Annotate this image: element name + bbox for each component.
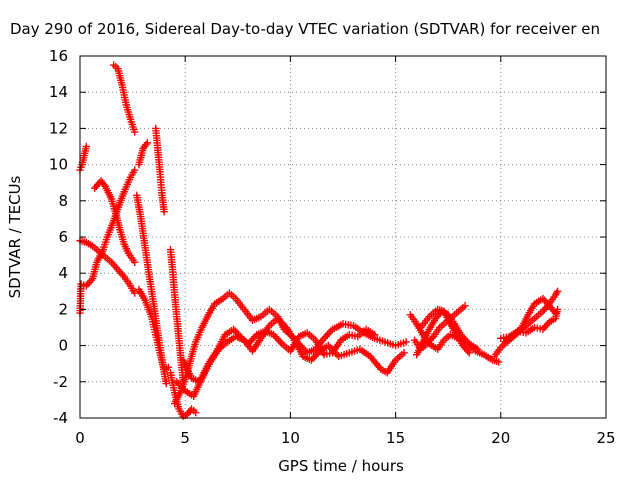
- data-point-marker: [402, 338, 410, 346]
- data-point-marker: [461, 302, 469, 310]
- x-tick-label: 10: [281, 429, 300, 447]
- x-tick-label: 0: [75, 429, 85, 447]
- data-point-marker: [160, 207, 168, 216]
- y-tick-label: 10: [49, 156, 68, 174]
- y-tick-label: 8: [58, 192, 68, 210]
- x-tick-label: 15: [386, 429, 405, 447]
- data-point-marker: [131, 166, 139, 174]
- data-point-marker: [82, 142, 91, 151]
- y-tick-label: 4: [58, 264, 68, 282]
- data-point-marker: [143, 139, 152, 147]
- data-point-marker: [131, 258, 139, 267]
- y-tick-label: 0: [58, 337, 68, 355]
- data-point-marker: [465, 349, 473, 357]
- x-axis-label: GPS time / hours: [278, 457, 404, 475]
- grid-layer: [80, 56, 606, 418]
- data-point-marker: [400, 349, 408, 357]
- tick-layer: 0 5 10 15 20 25 -4 -2 0 2 4 6 8 10 12 14 16: [49, 47, 616, 447]
- chart-title: Day 290 of 2016, Sidereal Day-to-day VTE…: [10, 20, 600, 38]
- series-trace-i: [135, 285, 173, 373]
- data-point-marker: [131, 128, 139, 136]
- points-layer: [76, 61, 562, 420]
- x-tick-label: 20: [491, 429, 510, 447]
- series-trace-r: [417, 305, 473, 357]
- data-point-marker: [162, 379, 170, 388]
- x-tick-label: 5: [180, 429, 190, 447]
- series-trace-d: [91, 177, 139, 267]
- data-point-marker: [553, 287, 562, 295]
- series-trace-c: [76, 236, 139, 297]
- series-trace-e: [109, 61, 139, 136]
- series-trace-j: [166, 245, 187, 384]
- series-trace-f: [135, 139, 152, 169]
- data-point-marker: [551, 309, 560, 317]
- series-trace-h: [152, 124, 168, 216]
- y-tick-label: 14: [49, 83, 68, 101]
- data-point-marker: [131, 289, 139, 297]
- data-point-marker: [192, 408, 200, 417]
- y-tick-label: 6: [58, 228, 68, 246]
- data-point-marker: [77, 163, 85, 172]
- y-tick-label: -2: [53, 373, 68, 391]
- y-tick-label: 12: [49, 119, 68, 137]
- series-trace-u: [501, 294, 560, 346]
- series-trace-q: [412, 307, 482, 359]
- x-tick-label: 25: [596, 429, 615, 447]
- y-tick-label: -4: [53, 409, 68, 427]
- plot-frame: [79, 55, 607, 419]
- data-point-marker: [473, 345, 482, 353]
- series-trace-n: [179, 325, 379, 386]
- y-tick-label: 2: [58, 300, 68, 318]
- data-point-marker: [494, 358, 503, 366]
- data-point-marker: [164, 363, 173, 372]
- y-tick-label: 16: [49, 47, 68, 65]
- y-axis-label: SDTVAR / TECUs: [6, 175, 24, 298]
- data-point-marker: [370, 331, 379, 339]
